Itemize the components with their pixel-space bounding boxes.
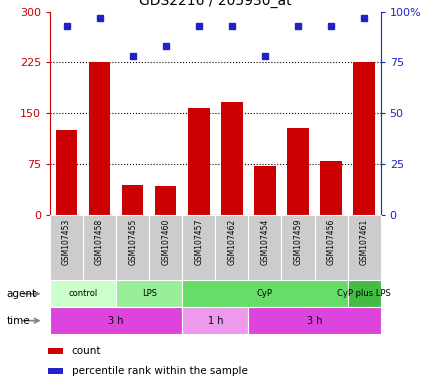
- Bar: [182, 280, 347, 307]
- Text: 3 h: 3 h: [306, 316, 322, 326]
- Bar: [220, 102, 242, 215]
- Bar: [48, 368, 63, 374]
- Text: count: count: [72, 346, 101, 356]
- Text: 1 h: 1 h: [207, 316, 223, 326]
- Bar: [155, 186, 176, 215]
- Title: GDS2216 / 205930_at: GDS2216 / 205930_at: [139, 0, 291, 8]
- Bar: [281, 215, 314, 280]
- Bar: [116, 280, 182, 307]
- Text: CyP plus LPS: CyP plus LPS: [336, 289, 390, 298]
- Text: 3 h: 3 h: [108, 316, 124, 326]
- Text: percentile rank within the sample: percentile rank within the sample: [72, 366, 247, 376]
- Text: GSM107459: GSM107459: [293, 218, 302, 265]
- Text: GSM107455: GSM107455: [128, 218, 137, 265]
- Bar: [56, 130, 77, 215]
- Bar: [347, 280, 380, 307]
- Bar: [319, 161, 341, 215]
- Bar: [116, 215, 149, 280]
- Text: GSM107460: GSM107460: [161, 218, 170, 265]
- Text: time: time: [7, 316, 30, 326]
- Text: agent: agent: [7, 289, 36, 299]
- Bar: [253, 166, 275, 215]
- Text: LPS: LPS: [141, 289, 156, 298]
- Text: GSM107456: GSM107456: [326, 218, 335, 265]
- Text: GSM107454: GSM107454: [260, 218, 269, 265]
- Bar: [187, 108, 209, 215]
- Bar: [314, 215, 347, 280]
- Bar: [89, 62, 110, 215]
- Bar: [215, 215, 248, 280]
- Text: GSM107461: GSM107461: [359, 218, 368, 265]
- Bar: [182, 307, 248, 334]
- Text: CyP: CyP: [256, 289, 272, 298]
- Bar: [347, 215, 380, 280]
- Bar: [149, 215, 182, 280]
- Text: GSM107453: GSM107453: [62, 218, 71, 265]
- Bar: [182, 215, 215, 280]
- Bar: [122, 185, 143, 215]
- Bar: [50, 215, 83, 280]
- Bar: [248, 215, 281, 280]
- Bar: [352, 62, 374, 215]
- Text: control: control: [68, 289, 98, 298]
- Bar: [83, 215, 116, 280]
- Bar: [248, 307, 380, 334]
- Text: GSM107458: GSM107458: [95, 218, 104, 265]
- Bar: [286, 128, 308, 215]
- Bar: [48, 348, 63, 354]
- Bar: [50, 307, 182, 334]
- Bar: [50, 280, 116, 307]
- Text: GSM107457: GSM107457: [194, 218, 203, 265]
- Text: GSM107462: GSM107462: [227, 218, 236, 265]
